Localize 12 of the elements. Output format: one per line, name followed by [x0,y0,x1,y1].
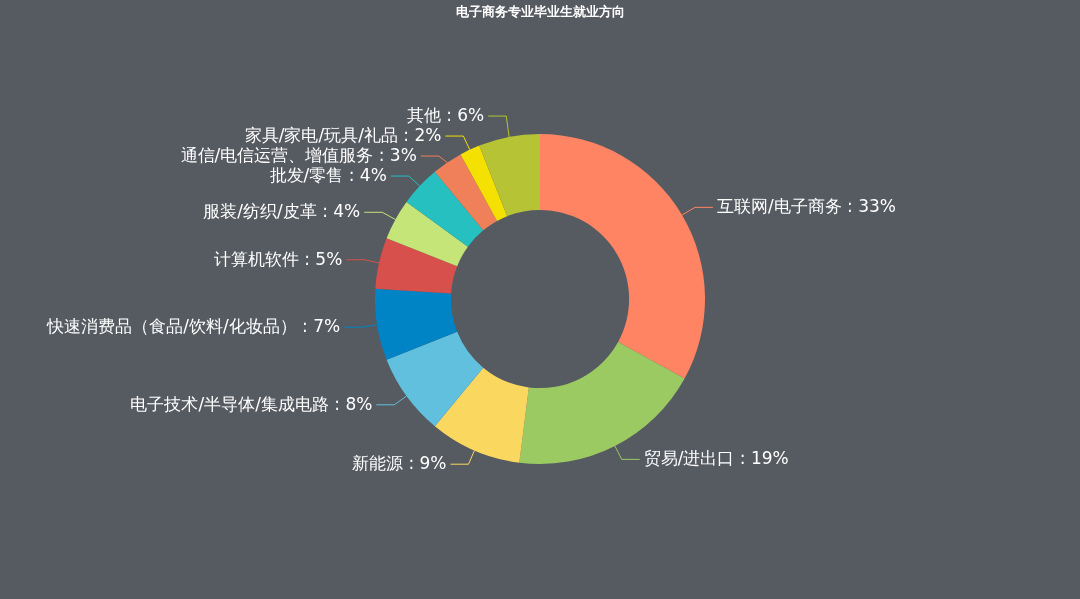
slice-label: 服装/纺织/皮革 : 4% [203,201,361,222]
slice-label: 电子技术/半导体/集成电路 : 8% [130,393,373,414]
slice-label: 批发/零售 : 4% [269,165,387,186]
chart-title: 电子商务专业毕业生就业方向 [455,4,625,19]
slice-label: 其他 : 6% [406,105,485,126]
slice-label: 互联网/电子商务 : 33% [716,196,896,217]
slice-label: 计算机软件 : 5% [213,248,343,269]
slice-label: 快速消费品（食品/饮料/化妆品） : 7% [46,316,341,337]
slice-label: 通信/电信运营、增值服务 : 3% [180,145,417,166]
slice-label: 新能源 : 9% [352,453,447,474]
slice-label: 贸易/进出口 : 19% [643,448,789,469]
slice-label: 家具/家电/玩具/礼品 : 2% [244,125,442,146]
